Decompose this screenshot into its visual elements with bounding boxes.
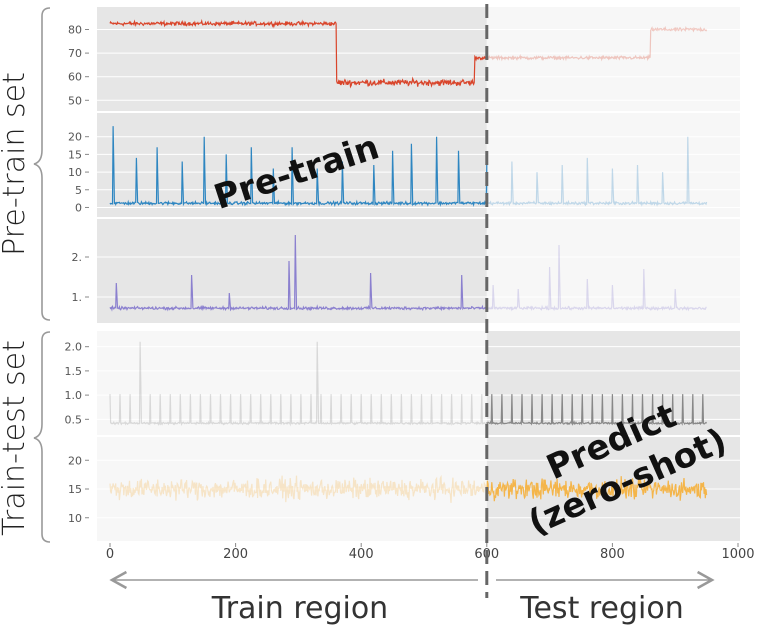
y-tick-label: 2. [72, 251, 83, 264]
test-region-label: Test region [519, 591, 684, 626]
panels-layer: 50 60 70 80 0 5 10 15 20 1. 2. 0.5 1.0 1.5 2.0 10 15 20 [65, 7, 740, 541]
panel-test-bg [486, 113, 740, 217]
panel-3: 1. 2. [72, 219, 740, 323]
train-region-label: Train region [211, 591, 388, 626]
y-tick-label: 15 [68, 148, 82, 161]
x-tick-label: 800 [600, 547, 625, 562]
series-line-test [486, 244, 707, 312]
x-tick-label: 0 [106, 547, 114, 562]
y-tick-label: 2.0 [65, 341, 83, 354]
y-tick-label: 70 [68, 47, 82, 60]
series-line-train [109, 234, 488, 312]
y-tick-label: 1. [72, 291, 83, 304]
panel-test-bg [486, 219, 740, 323]
series-line-train [109, 341, 488, 427]
x-axis: 02004006008001000 [106, 543, 755, 562]
series-line-train [109, 126, 488, 207]
series-line-test [486, 25, 708, 62]
y-tick-label: 15 [68, 483, 82, 496]
panel-1: 50 60 70 80 [68, 7, 740, 111]
panel-train-bg [97, 219, 487, 323]
series-line-train [109, 18, 488, 89]
x-tick-label: 1000 [721, 547, 754, 562]
y-tick-label: 50 [68, 94, 82, 107]
y-tick-label: 1.5 [65, 365, 83, 378]
y-tick-label: 80 [68, 24, 82, 37]
pretrain-group-label: Pre-train set [0, 72, 32, 256]
panel-4: 0.5 1.0 1.5 2.0 [65, 331, 740, 435]
traintest-bracket [33, 331, 51, 543]
series-line-test [486, 475, 708, 502]
panel-2: 0 5 10 15 20 [68, 113, 740, 217]
y-tick-label: 5 [75, 184, 82, 197]
pretrain-bracket [33, 7, 51, 321]
traintest-group-label: Train-test set [0, 340, 32, 536]
y-tick-label: 0 [75, 201, 82, 214]
y-tick-label: 10 [68, 166, 82, 179]
x-tick-label: 200 [223, 547, 248, 562]
x-tick-label: 400 [349, 547, 374, 562]
panel-test-bg [486, 7, 740, 111]
y-tick-label: 10 [68, 512, 82, 525]
y-tick-label: 60 [68, 71, 82, 84]
y-tick-label: 20 [68, 454, 82, 467]
series-line-test [486, 136, 708, 207]
panel-5: 10 15 20 [68, 437, 740, 541]
y-tick-label: 1.0 [65, 389, 83, 402]
panel-train-bg [97, 331, 487, 435]
series-line-test [486, 394, 708, 426]
y-tick-label: 20 [68, 131, 82, 144]
series-line-train [109, 474, 488, 503]
y-tick-label: 0.5 [65, 413, 83, 426]
